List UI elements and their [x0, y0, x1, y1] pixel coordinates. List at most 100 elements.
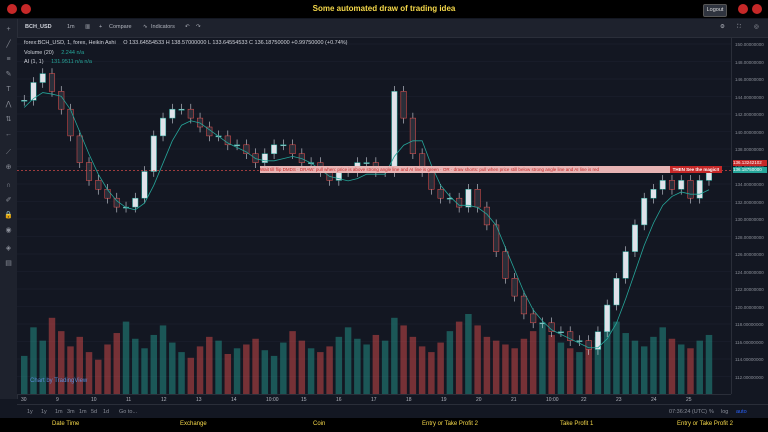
time-tick: 9 [56, 397, 59, 403]
candle-body [659, 180, 666, 190]
time-axis[interactable]: 30 9 10 11 12 13 14 10:00 15 16 17 18 19 20 21 10:00 22 2… [17, 394, 731, 405]
trend-line-icon[interactable]: ╱ [6, 41, 11, 48]
price-tick: 132.00000000 [735, 199, 764, 205]
volume-bar [622, 333, 629, 394]
time-tick: 24 [651, 397, 657, 403]
volume-label[interactable]: Volume (20) [24, 50, 54, 56]
price-tick: 138.00000000 [735, 147, 764, 152]
candle-body [594, 331, 601, 350]
time-tick: 12 [161, 397, 167, 403]
compare-button[interactable]: Compare [109, 24, 132, 30]
stay-drawing-icon[interactable]: ✐ [5, 197, 12, 204]
candle-body [76, 135, 83, 163]
fullscreen-icon[interactable]: ⛶ [737, 24, 741, 30]
layers-icon[interactable]: ◈ [5, 245, 12, 252]
candle-body [21, 100, 28, 102]
bottom-toolbar: 1y 1y 1m 3m 1m 5d 1d Go to... 07:36:24 (… [17, 404, 768, 419]
price-tick: 114.00000000 [735, 357, 764, 362]
volume-bar [132, 338, 139, 394]
candle-body [641, 197, 648, 226]
price-tick: 122.00000000 [735, 287, 764, 292]
magnet-icon[interactable]: ∩ [5, 182, 12, 189]
candle-body [474, 189, 481, 208]
candle-body [132, 197, 139, 208]
price-tick: 150.00000000 [735, 42, 764, 47]
candle-body [604, 304, 611, 332]
multi-line-icon[interactable]: ≡ [6, 56, 11, 63]
indicators-button[interactable]: Indicators [151, 24, 175, 30]
price-tick: 118.00000000 [735, 322, 764, 327]
candle-body [576, 340, 583, 342]
range-1m[interactable]: 1m [55, 409, 63, 415]
ruler-icon[interactable]: ⟋ [6, 149, 11, 156]
symbol-search[interactable]: BCH_USD [25, 24, 52, 30]
goto-button[interactable]: Go to... [119, 409, 138, 415]
candle-body [650, 189, 657, 199]
volume-bar [446, 331, 454, 394]
redo-icon[interactable]: ↷ [196, 24, 201, 30]
back-arrow-icon[interactable]: ← [5, 131, 12, 138]
time-tick: 13 [196, 397, 202, 403]
candle-body [58, 91, 65, 110]
price-tick: 112.00000000 [735, 374, 764, 380]
range-1d[interactable]: 1d [103, 409, 110, 415]
volume-bar [594, 336, 602, 394]
snapshot-icon[interactable]: ◎ [754, 24, 759, 30]
log-toggle[interactable]: log [721, 409, 729, 415]
volume-bar [307, 348, 315, 394]
ai-label[interactable]: AI (1, 1) [24, 59, 44, 65]
legend-title[interactable]: forex:BCH_USD, 1, forex, Heikin Ashi [24, 40, 116, 46]
candle-body [169, 108, 176, 119]
prediction-icon[interactable]: ⇅ [5, 116, 12, 123]
price-axis[interactable]: 150.00000000 148.00000000 146.00000000 144.… [731, 38, 768, 394]
settings-icon[interactable] [752, 4, 762, 14]
volume-bar [233, 348, 241, 394]
range-5d[interactable]: 5d [91, 409, 98, 415]
volume-bar [585, 344, 592, 394]
volume-bar [141, 348, 148, 394]
volume-bar [67, 346, 74, 394]
tradingview-watermark[interactable]: Chart by TradingView [30, 378, 88, 384]
lock-icon[interactable]: 🔒 [4, 212, 13, 219]
eye-icon[interactable]: ◉ [5, 227, 12, 234]
utc-time[interactable]: 07:36:24 (UTC) [669, 409, 707, 415]
candle-body [622, 251, 629, 279]
logout-button[interactable]: Logout [703, 4, 727, 17]
range-1y[interactable]: 1y [27, 409, 33, 415]
range-3m[interactable]: 3m [67, 409, 75, 415]
drawing-toolbar: + ╱ ≡ ✎ T ⋀ ⇅ ← ⟋ ⊕ ∩ ✐ 🔒 ◉ ◈ ▤ [0, 19, 18, 399]
settings-gear-icon[interactable]: ⚙ [720, 24, 725, 30]
user-icon[interactable] [738, 4, 748, 14]
time-tick: 14 [231, 397, 237, 403]
volume-bar [317, 352, 324, 394]
candle-body [428, 171, 435, 190]
chart-pane[interactable] [17, 38, 731, 394]
auto-toggle[interactable]: auto [736, 409, 747, 415]
brush-icon[interactable]: ✎ [5, 71, 12, 78]
candle-body [456, 197, 463, 208]
compare-icon[interactable]: + [99, 24, 103, 30]
volume-bar [631, 340, 639, 394]
indicators-icon[interactable]: ∿ [143, 24, 148, 30]
chart-type-icon[interactable]: ▥ [85, 24, 91, 30]
zoom-icon[interactable]: ⊕ [5, 164, 12, 171]
candle-body [520, 295, 527, 315]
candle-body [465, 189, 472, 208]
crosshair-icon[interactable]: + [6, 26, 11, 33]
candle-body [557, 331, 564, 333]
percent-toggle[interactable]: % [709, 409, 714, 415]
pattern-icon[interactable]: ⋀ [5, 101, 12, 108]
range-1y-b[interactable]: 1y [41, 409, 47, 415]
time-tick: 16 [336, 397, 342, 403]
volume-bar [30, 327, 37, 394]
candle-body [30, 82, 37, 101]
candle-body [67, 108, 74, 137]
text-icon[interactable]: T [6, 86, 11, 93]
interval-selector[interactable]: 1m [67, 24, 75, 30]
undo-icon[interactable]: ↶ [185, 24, 190, 30]
range-1m-b[interactable]: 1m [79, 409, 87, 415]
ai-line [23, 92, 710, 349]
price-tick: 140.00000000 [735, 129, 764, 135]
magic-banner: THEN See the magic!! [670, 166, 722, 173]
trash-icon[interactable]: ▤ [5, 260, 12, 267]
